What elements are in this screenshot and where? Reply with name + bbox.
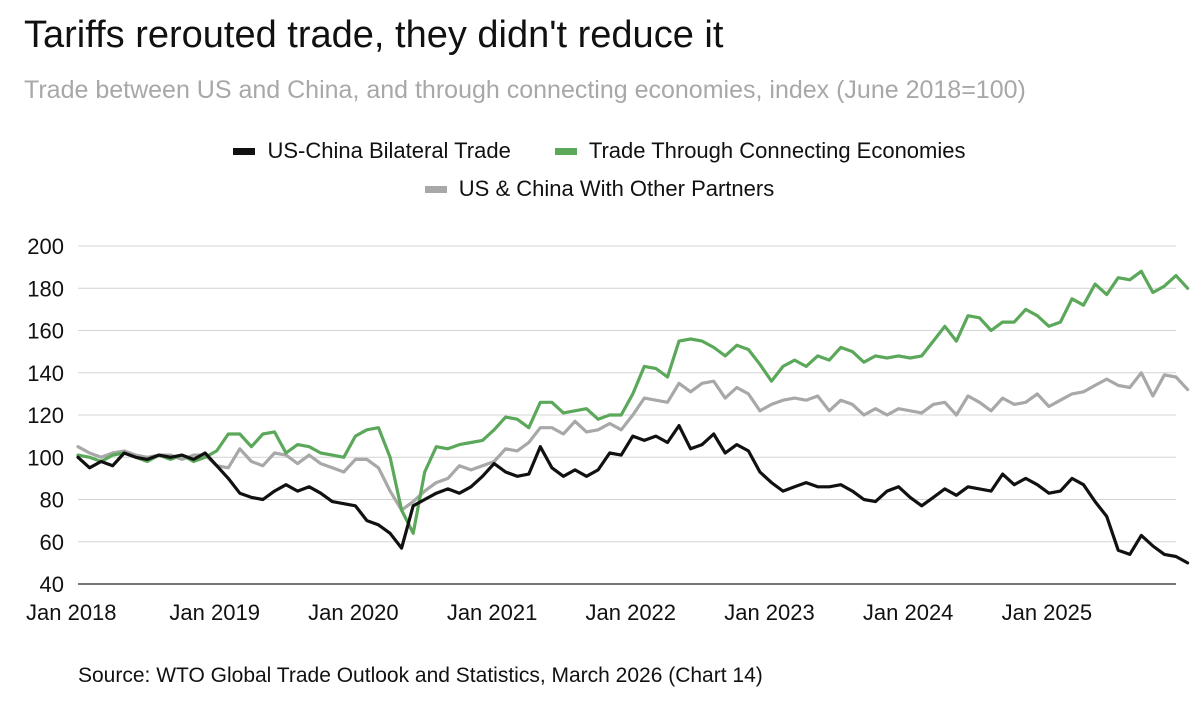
- x-tick-label-jan-2018: Jan 2018: [26, 600, 117, 625]
- y-tick-label-120: 120: [27, 403, 64, 428]
- y-tick-label-200: 200: [27, 234, 64, 259]
- x-axis-ticks: Jan 2018 Jan 2019 Jan 2020 Jan 2021 Jan 2022…: [26, 600, 1092, 625]
- y-tick-label-160: 160: [27, 319, 64, 344]
- y-tick-label-60: 60: [40, 530, 64, 555]
- legend-label-connecting: Trade Through Connecting Economies: [588, 138, 966, 163]
- x-tick-label-jan-2022: Jan 2022: [586, 600, 677, 625]
- legend-label-other-partners: US & China With Other Partners: [458, 176, 775, 201]
- series-lines: [76, 269, 1190, 565]
- source-note: Source: WTO Global Trade Outlook and Sta…: [78, 664, 763, 687]
- x-tick-label-jan-2021: Jan 2021: [447, 600, 538, 625]
- legend-swatch-bilateral: [233, 147, 256, 155]
- y-tick-label-100: 100: [27, 445, 64, 470]
- x-tick-label-jan-2023: Jan 2023: [724, 600, 815, 625]
- legend-row-1: US-China Bilateral Trade Trade Through C…: [0, 138, 1199, 164]
- grid-lines: [78, 245, 1176, 585]
- series-line-us-china-with-other-partners: [76, 371, 1190, 512]
- series-line-us-china-bilateral-trade: [76, 424, 1190, 565]
- y-tick-label-80: 80: [40, 488, 64, 513]
- legend-item-connecting: Trade Through Connecting Economies: [554, 138, 966, 164]
- x-tick-label-jan-2025: Jan 2025: [1002, 600, 1093, 625]
- legend-label-bilateral: US-China Bilateral Trade: [267, 138, 511, 163]
- chart-subtitle: Trade between US and China, and through …: [24, 76, 1026, 104]
- y-tick-label-40: 40: [40, 572, 64, 597]
- chart-title: Tariffs rerouted trade, they didn't redu…: [24, 14, 724, 56]
- legend-item-other-partners: US & China With Other Partners: [424, 176, 775, 202]
- x-tick-label-jan-2019: Jan 2019: [169, 600, 260, 625]
- legend-swatch-other-partners: [424, 185, 447, 193]
- y-axis-ticks: 200 180 160 140 120 100 80 60 40: [27, 234, 64, 597]
- x-tick-label-jan-2020: Jan 2020: [308, 600, 399, 625]
- legend-row-2: US & China With Other Partners: [0, 176, 1199, 202]
- x-tick-label-jan-2024: Jan 2024: [863, 600, 954, 625]
- legend-item-bilateral: US-China Bilateral Trade: [233, 138, 511, 164]
- series-line-trade-through-connecting-economies: [76, 269, 1190, 535]
- y-tick-label-140: 140: [27, 361, 64, 386]
- y-tick-label-180: 180: [27, 276, 64, 301]
- legend-swatch-connecting: [554, 147, 577, 155]
